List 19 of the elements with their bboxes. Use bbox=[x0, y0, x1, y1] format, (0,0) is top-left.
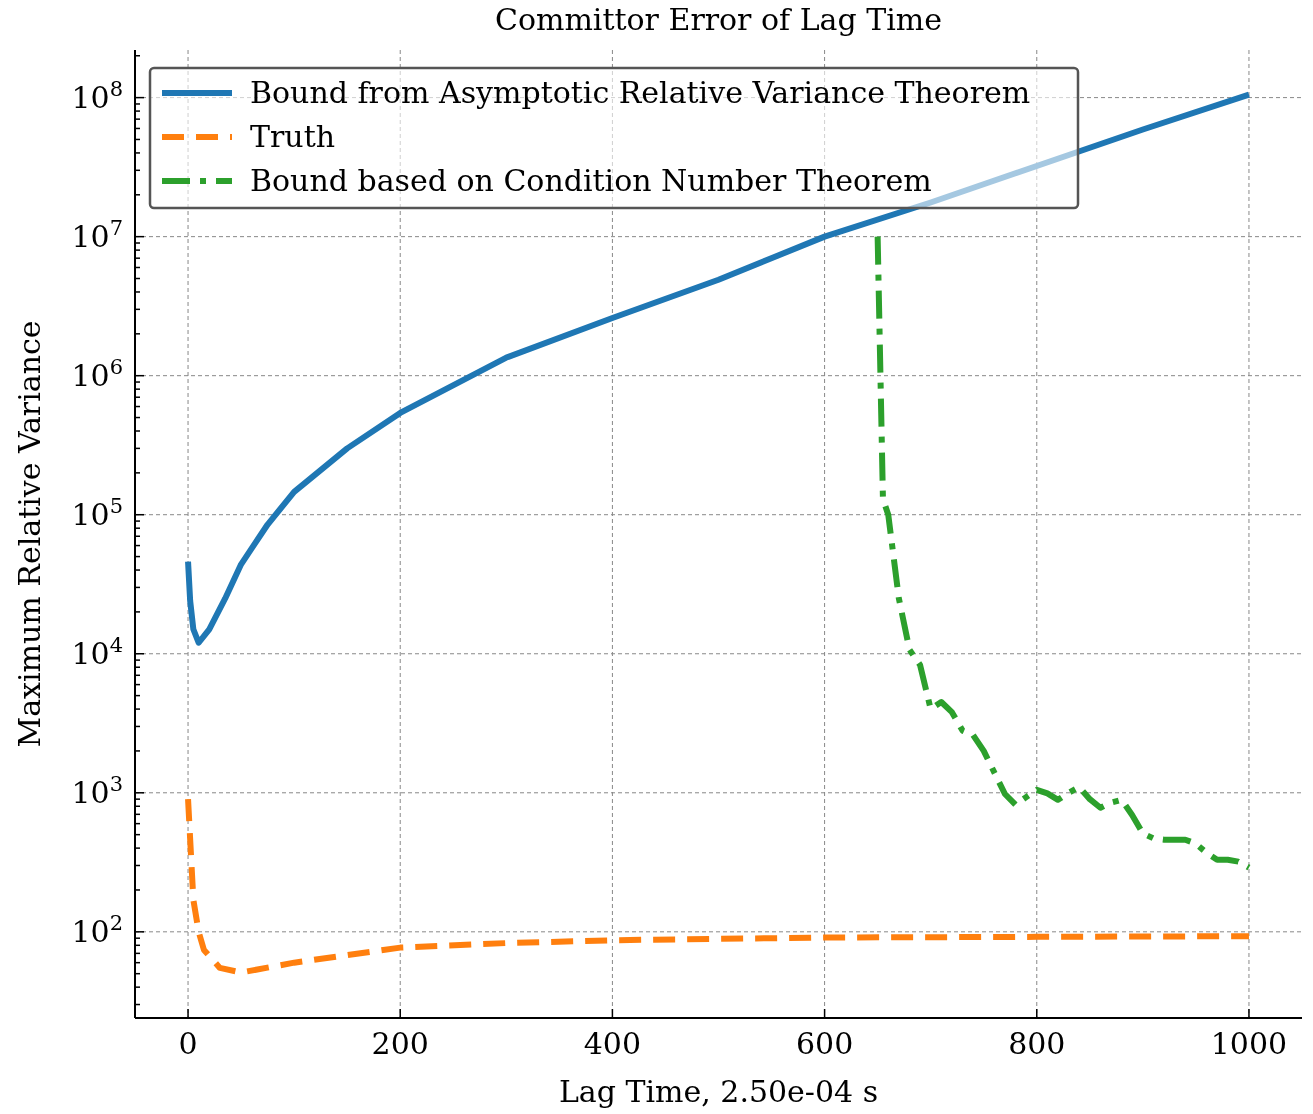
legend-label: Truth bbox=[250, 119, 336, 154]
x-axis-title: Lag Time, 2.50e-04 s bbox=[558, 1074, 879, 1109]
x-tick-label: 0 bbox=[178, 1026, 198, 1061]
y-tick-label: 10$^{2}$ bbox=[71, 910, 123, 949]
legend-label: Bound from Asymptotic Relative Variance Theorem bbox=[250, 75, 1031, 110]
y-tick-label: 10$^{8}$ bbox=[71, 76, 123, 115]
x-tick-label: 200 bbox=[371, 1026, 429, 1061]
y-tick-label: 10$^{5}$ bbox=[71, 493, 123, 532]
y-tick-label: 10$^{6}$ bbox=[71, 354, 123, 393]
x-tick-label: 600 bbox=[795, 1026, 854, 1061]
y-tick-label: 10$^{4}$ bbox=[71, 632, 123, 671]
y-axis-title: Maximum Relative Variance bbox=[12, 320, 47, 748]
x-tick-label: 1000 bbox=[1210, 1026, 1288, 1061]
chart-title: Committor Error of Lag Time bbox=[494, 2, 943, 37]
x-tick-label: 800 bbox=[1008, 1026, 1066, 1061]
x-tick-label: 400 bbox=[583, 1026, 642, 1061]
legend-label: Bound based on Condition Number Theorem bbox=[250, 163, 932, 198]
y-tick-label: 10$^{7}$ bbox=[71, 215, 123, 254]
y-tick-label: 10$^{3}$ bbox=[71, 771, 123, 810]
